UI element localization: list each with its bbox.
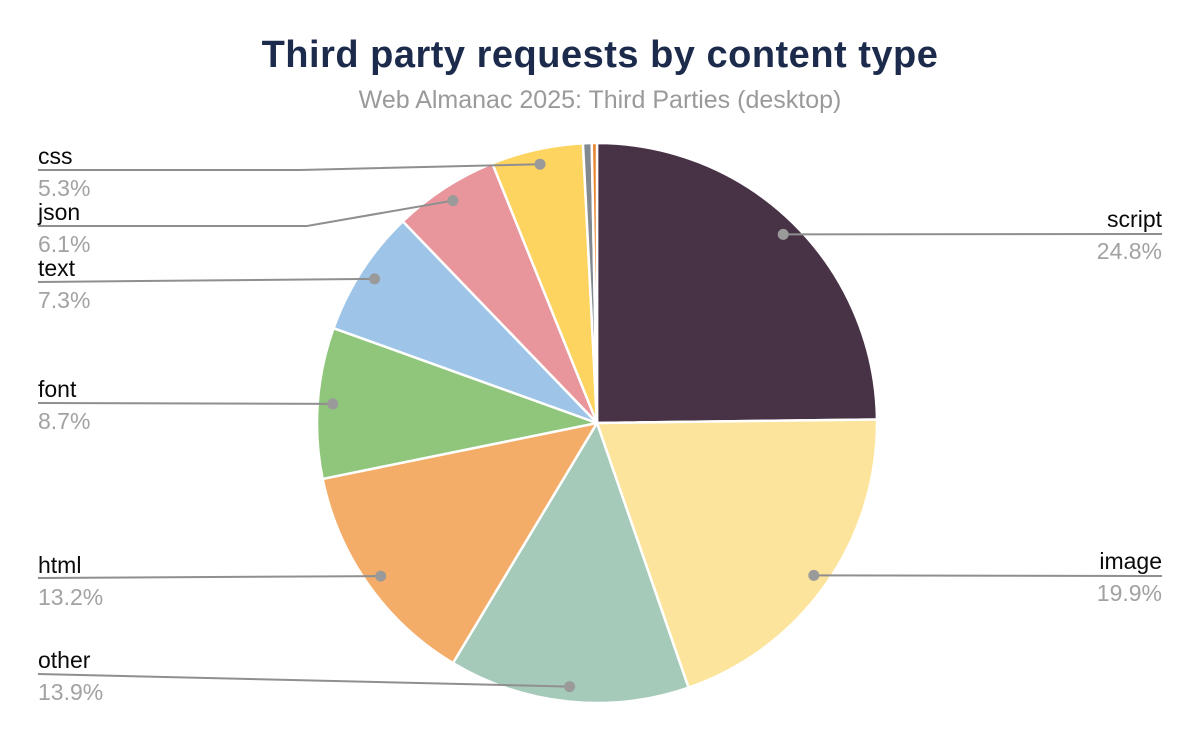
slice-percent: 13.2% [38, 584, 104, 610]
slice-label-font: font 8.7% [38, 376, 258, 434]
pie-slice-font[interactable] [315, 326, 599, 481]
leader-dot-image [808, 569, 820, 581]
slice-name: text [38, 255, 76, 281]
leader-line-html [37, 575, 381, 579]
leader-line-css [38, 163, 541, 171]
slice-percent: 7.3% [38, 287, 91, 313]
leader-line-text [37, 277, 375, 283]
slice-label-script: script 24.8% [942, 206, 1162, 264]
slice-name: font [38, 376, 77, 402]
leader-line-other [37, 673, 570, 688]
leader-line-json [38, 199, 454, 227]
pie-slice-html[interactable] [321, 421, 599, 665]
slice-name: image [1099, 548, 1162, 574]
slice-label-json: json 6.1% [38, 199, 258, 257]
leader-dot-other [564, 681, 576, 693]
slice-label-other: other 13.9% [38, 647, 258, 705]
slice-name: json [38, 199, 81, 225]
chart-subtitle: Web Almanac 2025: Third Parties (desktop… [358, 86, 842, 114]
leader-dot-css [534, 158, 546, 170]
pie-slice-other[interactable] [451, 421, 690, 705]
leader-dot-json [447, 195, 459, 207]
leader-dot-script [777, 228, 789, 240]
leader-line-image [813, 574, 1163, 577]
pie-slice-script[interactable] [595, 141, 879, 425]
leader-line-font [37, 402, 333, 405]
slice-label-image: image 19.9% [942, 548, 1162, 606]
chart-title: Third party requests by content type [261, 34, 939, 76]
leader-dot-html [375, 570, 387, 582]
slice-label-html: html 13.2% [38, 552, 258, 610]
pie-slice-text[interactable] [332, 220, 599, 425]
slice-name: other [38, 647, 91, 673]
slice-name: html [38, 552, 82, 578]
slice-label-text: text 7.3% [38, 255, 258, 313]
pie-slice-image[interactable] [595, 418, 879, 689]
slice-percent: 24.8% [1096, 238, 1162, 264]
slice-name: script [1107, 206, 1162, 232]
slice-name: css [38, 143, 73, 169]
pie-slice-small-9[interactable] [590, 141, 599, 425]
slice-percent: 5.3% [38, 175, 91, 201]
slice-percent: 19.9% [1096, 580, 1162, 606]
slice-percent: 8.7% [38, 408, 91, 434]
slice-percent: 13.9% [38, 679, 104, 705]
slice-label-css: css 5.3% [38, 143, 258, 201]
leader-dot-text [369, 273, 381, 285]
leader-dot-font [327, 398, 339, 410]
slice-percent: 6.1% [38, 231, 91, 257]
